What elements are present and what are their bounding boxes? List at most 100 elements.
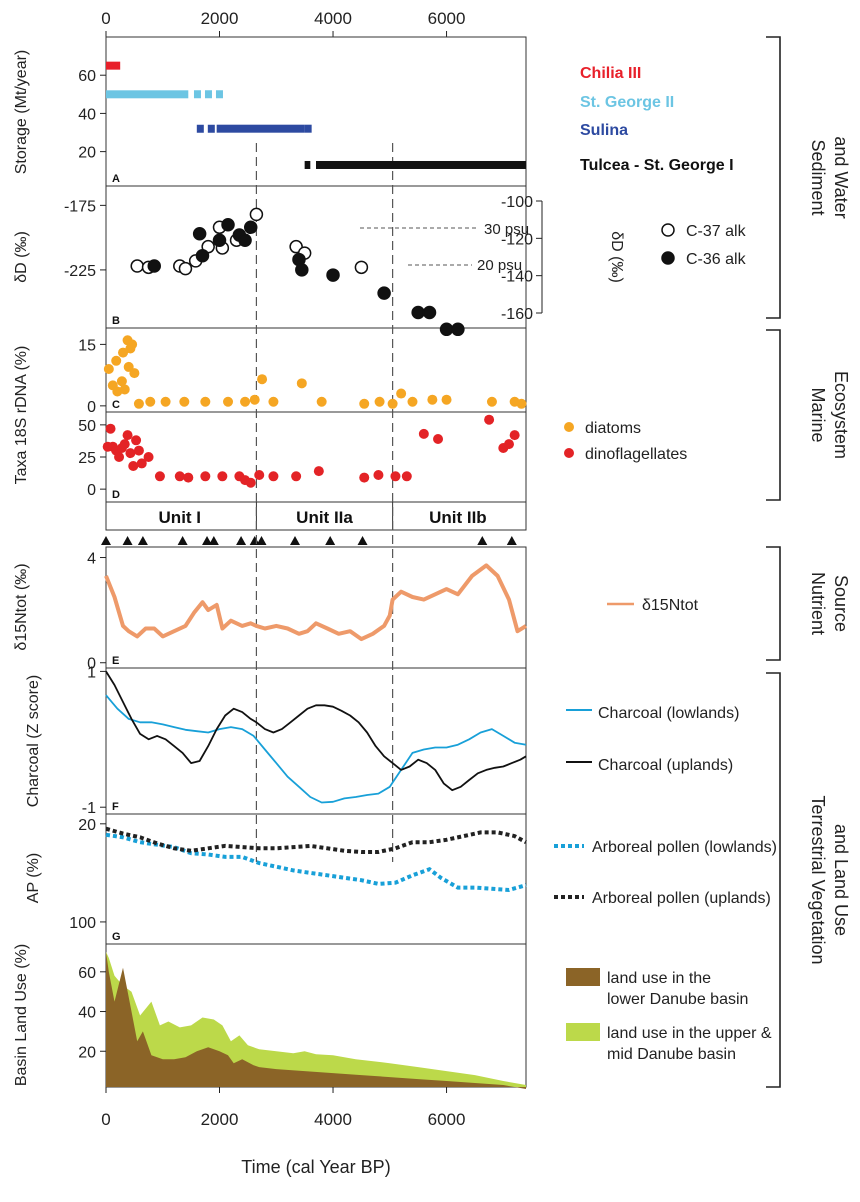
c36-point <box>411 305 425 320</box>
group-label-line-wrap: Ecosystem <box>831 371 851 459</box>
legend-marker <box>661 223 675 237</box>
dinoflagellate-point <box>268 471 279 482</box>
diatom-point <box>200 396 211 407</box>
panel-b-frame <box>105 185 527 329</box>
legend-landuse-upper-line2: mid Danube basin <box>607 1046 736 1063</box>
y-tick-label: 1 <box>87 664 96 681</box>
group-label-line-wrap: Sediment <box>808 139 828 215</box>
legend-landuse-lower-line2: lower Danube basin <box>607 991 748 1008</box>
y-tick-label: 40 <box>78 1005 96 1022</box>
y-tick-label: 20 <box>78 1044 96 1061</box>
date-marker-triangle <box>208 536 219 545</box>
charcoal-lowlands-line <box>105 694 527 804</box>
c36-point <box>212 233 227 247</box>
y-axis-label: Charcoal (Z score) <box>25 675 42 807</box>
y-tick-label: 60 <box>78 965 96 982</box>
diatom-point <box>257 374 268 385</box>
c36-point <box>195 248 210 263</box>
diatom-point <box>427 394 438 405</box>
diatom-point <box>116 376 127 387</box>
group-bracket <box>766 672 781 1088</box>
diatom-point <box>316 396 327 407</box>
group-label-line: and Water <box>831 136 851 218</box>
y-tick-label: 25 <box>78 450 96 467</box>
legend-nitrogen: δ15Ntot <box>642 597 699 614</box>
diatom-point <box>374 396 385 407</box>
y-axis-label: δD (‰) <box>13 231 30 283</box>
c36-point <box>192 227 207 241</box>
right-axis-tick-label: -100 <box>501 194 533 211</box>
y-tick-label: -175 <box>64 198 96 215</box>
dinoflagellate-point <box>313 466 324 477</box>
legend-alk-1: C-36 alk <box>686 251 747 268</box>
y-axis-label: AP (%) <box>25 853 42 903</box>
panel-letter: A <box>112 173 120 185</box>
ap-lowlands-line <box>105 832 527 893</box>
charcoal-uplands-line <box>105 670 527 792</box>
group-label-line: Nutrient <box>808 572 828 635</box>
storage-bar <box>106 90 189 99</box>
c37-point <box>354 260 369 275</box>
date-marker-triangle <box>256 536 267 545</box>
diatom-point <box>296 378 307 389</box>
right-axis-tick-label: -120 <box>501 231 533 248</box>
c36-point <box>326 268 340 282</box>
diatom-point <box>516 398 527 409</box>
date-marker-triangle <box>249 536 260 545</box>
right-axis-tick-label: -140 <box>501 269 533 286</box>
dinoflagellate-point <box>200 471 211 482</box>
diatom-point <box>103 363 114 374</box>
psu-20-label: 20 psu <box>477 257 522 274</box>
diatom-point <box>223 396 234 407</box>
panel-letter: G <box>112 931 121 943</box>
diatom-point <box>127 339 138 350</box>
panel-e-frame <box>105 546 527 669</box>
ap-uplands-line <box>105 826 527 854</box>
y-axis-label-group: Taxa 18S rDNA (%) <box>13 346 30 485</box>
legend-charcoal-1: Charcoal (uplands) <box>598 757 733 774</box>
group-label-line: Sediment <box>808 139 828 215</box>
group-label-line-wrap: and Water <box>831 136 851 218</box>
bottom-axis-tick-label: 0 <box>101 1110 110 1129</box>
storage-bar <box>304 160 311 169</box>
diatom-point <box>160 396 171 407</box>
date-marker-triangle <box>325 536 336 545</box>
dinoflagellate-point <box>359 472 370 483</box>
group-bracket <box>766 546 781 661</box>
y-tick-label: 60 <box>78 68 96 85</box>
dinoflagellate-point <box>509 430 520 441</box>
dinoflagellate-point <box>119 439 130 450</box>
c36-point <box>295 263 309 277</box>
c36-point <box>451 322 465 337</box>
panel-letter: F <box>112 801 119 813</box>
legend-landuse-lower-line1: land use in the <box>607 970 711 987</box>
y-tick-label: 20 <box>78 817 96 834</box>
c36-point <box>243 220 258 235</box>
top-axis-tick-label: 4000 <box>314 9 352 28</box>
y-axis-label-group: Storage (Mt/year) <box>13 50 30 174</box>
diatom-point <box>118 347 129 358</box>
bottom-axis-tick-label: 2000 <box>201 1110 239 1129</box>
unit-label: Unit IIa <box>296 508 353 527</box>
diatom-point <box>268 396 279 407</box>
dinoflagellate-point <box>183 472 194 483</box>
right-axis-tick-label: -160 <box>501 306 533 323</box>
y-tick-label: 4 <box>87 551 96 568</box>
y-axis-label: δ15Ntot (‰) <box>13 563 30 650</box>
dinoflagellate-point <box>373 470 384 480</box>
panel-letter: E <box>112 655 119 667</box>
legend-storage-3: Tulcea - St. George I <box>580 157 734 174</box>
right-axis-label-group: δD (‰) <box>608 231 625 283</box>
date-marker-triangle <box>506 536 517 545</box>
diatom-point <box>145 396 156 407</box>
c37-point <box>249 207 264 222</box>
dinoflagellate-point <box>433 434 444 444</box>
y-axis-label-group: Charcoal (Z score) <box>25 675 42 807</box>
y-tick-label: 40 <box>78 106 96 123</box>
panel-letter: D <box>112 489 120 501</box>
panel-g-frame <box>105 813 527 945</box>
diatom-point <box>111 355 122 366</box>
right-axis-label: δD (‰) <box>608 231 625 283</box>
c37-point <box>178 261 193 276</box>
dinoflagellate-point <box>154 471 165 482</box>
